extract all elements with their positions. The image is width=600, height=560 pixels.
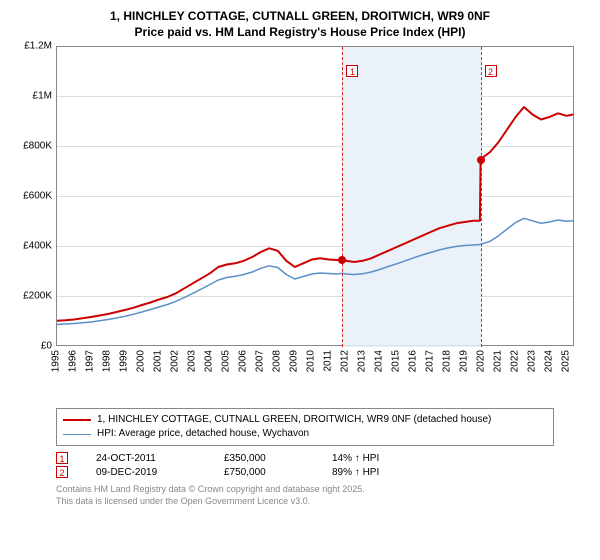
x-axis-tick-label: 2007: [254, 350, 265, 372]
legend-row: 1, HINCHLEY COTTAGE, CUTNALL GREEN, DROI…: [63, 413, 547, 427]
sale-row: 2 09-DEC-2019 £750,000 89% ↑ HPI: [56, 466, 588, 478]
x-axis-tick-label: 2001: [152, 350, 163, 372]
x-axis-tick-label: 2011: [322, 350, 333, 372]
y-axis-tick-label: £600K: [12, 191, 52, 202]
title-line-1: 1, HINCHLEY COTTAGE, CUTNALL GREEN, DROI…: [12, 8, 588, 24]
x-axis-tick-label: 2006: [237, 350, 248, 372]
legend-box: 1, HINCHLEY COTTAGE, CUTNALL GREEN, DROI…: [56, 408, 554, 446]
y-axis-tick-label: £800K: [12, 141, 52, 152]
sale-marker-box: 1: [346, 65, 358, 77]
x-axis-tick-label: 2012: [339, 350, 350, 372]
footer-line-1: Contains HM Land Registry data © Crown c…: [56, 484, 588, 496]
y-axis-tick-label: £200K: [12, 291, 52, 302]
legend-row: HPI: Average price, detached house, Wych…: [63, 427, 547, 441]
footer-line-2: This data is licensed under the Open Gov…: [56, 496, 588, 508]
x-axis-tick-label: 2017: [424, 350, 435, 372]
series-line-hpi: [57, 219, 573, 325]
x-axis-tick-label: 2003: [186, 350, 197, 372]
sale-marker-box: 2: [485, 65, 497, 77]
chart-area: £0£200K£400K£600K£800K£1M£1.2M 12 199519…: [12, 46, 588, 406]
x-axis-tick-label: 2005: [220, 350, 231, 372]
x-axis-tick-label: 2000: [135, 350, 146, 372]
x-axis-tick-label: 2013: [356, 350, 367, 372]
sale-date: 09-DEC-2019: [96, 467, 196, 478]
sale-pct-vs-hpi: 14% ↑ HPI: [332, 453, 412, 464]
legend-swatch: [63, 419, 91, 421]
x-axis-tick-label: 2014: [373, 350, 384, 372]
x-axis-tick-label: 2009: [288, 350, 299, 372]
x-axis-tick-label: 2016: [407, 350, 418, 372]
x-axis-tick-label: 2015: [390, 350, 401, 372]
sale-price: £350,000: [224, 453, 304, 464]
x-axis-tick-label: 1998: [101, 350, 112, 372]
plot-box: 12: [56, 46, 574, 346]
attribution-footer: Contains HM Land Registry data © Crown c…: [56, 484, 588, 507]
legend-label: 1, HINCHLEY COTTAGE, CUTNALL GREEN, DROI…: [97, 413, 491, 427]
y-axis-tick-label: £400K: [12, 241, 52, 252]
sale-price: £750,000: [224, 467, 304, 478]
x-axis-tick-label: 1996: [67, 350, 78, 372]
x-axis-tick-label: 2022: [509, 350, 520, 372]
x-axis-tick-label: 2024: [543, 350, 554, 372]
y-axis-tick-label: £1.2M: [12, 41, 52, 52]
sale-vline: [342, 47, 343, 347]
x-axis-tick-label: 2004: [203, 350, 214, 372]
x-axis-tick-label: 2020: [475, 350, 486, 372]
sale-date: 24-OCT-2011: [96, 453, 196, 464]
x-axis-tick-label: 2008: [271, 350, 282, 372]
legend-label: HPI: Average price, detached house, Wych…: [97, 427, 309, 441]
chart-container: 1, HINCHLEY COTTAGE, CUTNALL GREEN, DROI…: [0, 0, 600, 560]
sale-point-dot: [338, 256, 346, 264]
series-svg: [57, 47, 575, 347]
x-axis-tick-label: 2002: [169, 350, 180, 372]
y-axis-tick-label: £1M: [12, 91, 52, 102]
x-axis-tick-label: 1995: [51, 350, 62, 372]
sale-point-dot: [477, 156, 485, 164]
x-axis-tick-label: 2023: [526, 350, 537, 372]
legend-swatch: [63, 434, 91, 435]
series-line-subject: [57, 107, 573, 321]
chart-title: 1, HINCHLEY COTTAGE, CUTNALL GREEN, DROI…: [12, 8, 588, 40]
x-axis-tick-label: 1999: [118, 350, 129, 372]
x-axis-tick-label: 1997: [84, 350, 95, 372]
sale-pct-vs-hpi: 89% ↑ HPI: [332, 467, 412, 478]
y-axis-tick-label: £0: [12, 341, 52, 352]
sale-marker: 1: [56, 452, 68, 464]
sale-vline: [481, 47, 482, 347]
sale-row: 1 24-OCT-2011 £350,000 14% ↑ HPI: [56, 452, 588, 464]
x-axis-tick-label: 2018: [441, 350, 452, 372]
sale-marker: 2: [56, 466, 68, 478]
x-axis-tick-label: 2019: [458, 350, 469, 372]
x-axis-tick-label: 2021: [492, 350, 503, 372]
title-line-2: Price paid vs. HM Land Registry's House …: [12, 24, 588, 40]
x-axis-tick-label: 2025: [560, 350, 571, 372]
x-axis-tick-label: 2010: [305, 350, 316, 372]
